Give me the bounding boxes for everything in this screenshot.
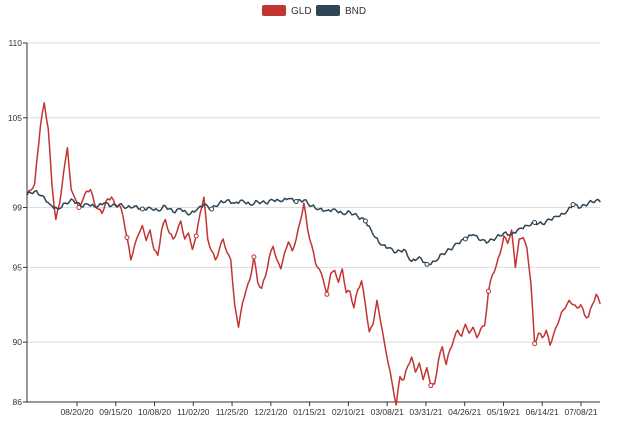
data-point-gld[interactable] <box>428 383 434 389</box>
x-tick-label: 03/08/21 <box>371 407 404 417</box>
data-point-bnd[interactable] <box>424 261 430 267</box>
y-tick-label: 99 <box>13 203 23 213</box>
x-tick-label: 12/21/20 <box>254 407 287 417</box>
x-tick-label: 11/25/20 <box>216 407 249 417</box>
legend: GLD BND <box>262 5 366 17</box>
data-point-gld[interactable] <box>76 205 82 211</box>
series-gld[interactable] <box>26 102 601 406</box>
grid-lines <box>27 42 600 403</box>
legend-swatch-gld <box>262 5 286 16</box>
legend-label-gld: GLD <box>291 6 312 17</box>
y-tick-label: 105 <box>8 113 22 123</box>
x-tick-label: 03/31/21 <box>409 407 442 417</box>
legend-item-bnd[interactable]: BND <box>316 5 366 17</box>
series-line-gld[interactable] <box>26 102 601 406</box>
x-tick-label: 05/19/21 <box>487 407 520 417</box>
data-point-bnd[interactable] <box>362 218 368 224</box>
x-tick-label: 09/15/20 <box>99 407 132 417</box>
x-tick-label: 06/14/21 <box>526 407 559 417</box>
data-point-bnd[interactable] <box>139 206 145 212</box>
legend-swatch-bnd <box>316 5 340 16</box>
x-tick-label: 04/26/21 <box>448 407 481 417</box>
data-point-bnd[interactable] <box>462 236 468 242</box>
y-tick-label: 110 <box>8 38 22 48</box>
data-point-gld[interactable] <box>124 234 130 240</box>
data-point-bnd[interactable] <box>532 220 538 225</box>
x-tick-label: 10/08/20 <box>138 407 171 417</box>
data-point-bnd[interactable] <box>209 206 215 212</box>
y-tick-label: 86 <box>13 397 23 407</box>
x-tick-label: 02/10/21 <box>332 407 365 417</box>
data-point-bnd[interactable] <box>570 202 576 208</box>
y-tick-label: 90 <box>13 337 23 347</box>
data-point-gld[interactable] <box>324 291 330 297</box>
data-point-gld[interactable] <box>485 288 491 294</box>
axes: 86 90 95 99 105 110 08/20/20 09/15/20 10/08/20 11… <box>8 38 600 417</box>
data-point-gld[interactable] <box>532 341 538 347</box>
legend-item-gld[interactable]: GLD <box>262 5 312 17</box>
data-point-gld[interactable] <box>251 254 257 260</box>
y-tick-label: 95 <box>13 262 23 272</box>
legend-label-bnd: BND <box>345 6 366 17</box>
x-tick-label: 11/02/20 <box>177 407 210 417</box>
series-bnd[interactable] <box>26 190 601 267</box>
data-point-gld[interactable] <box>193 233 199 239</box>
data-point-bnd[interactable] <box>293 199 299 205</box>
series-line-bnd[interactable] <box>26 190 601 266</box>
series <box>26 102 601 406</box>
x-tick-label: 01/15/21 <box>293 407 326 417</box>
x-tick-label: 08/20/20 <box>60 407 93 417</box>
x-tick-label: 07/08/21 <box>564 407 597 417</box>
